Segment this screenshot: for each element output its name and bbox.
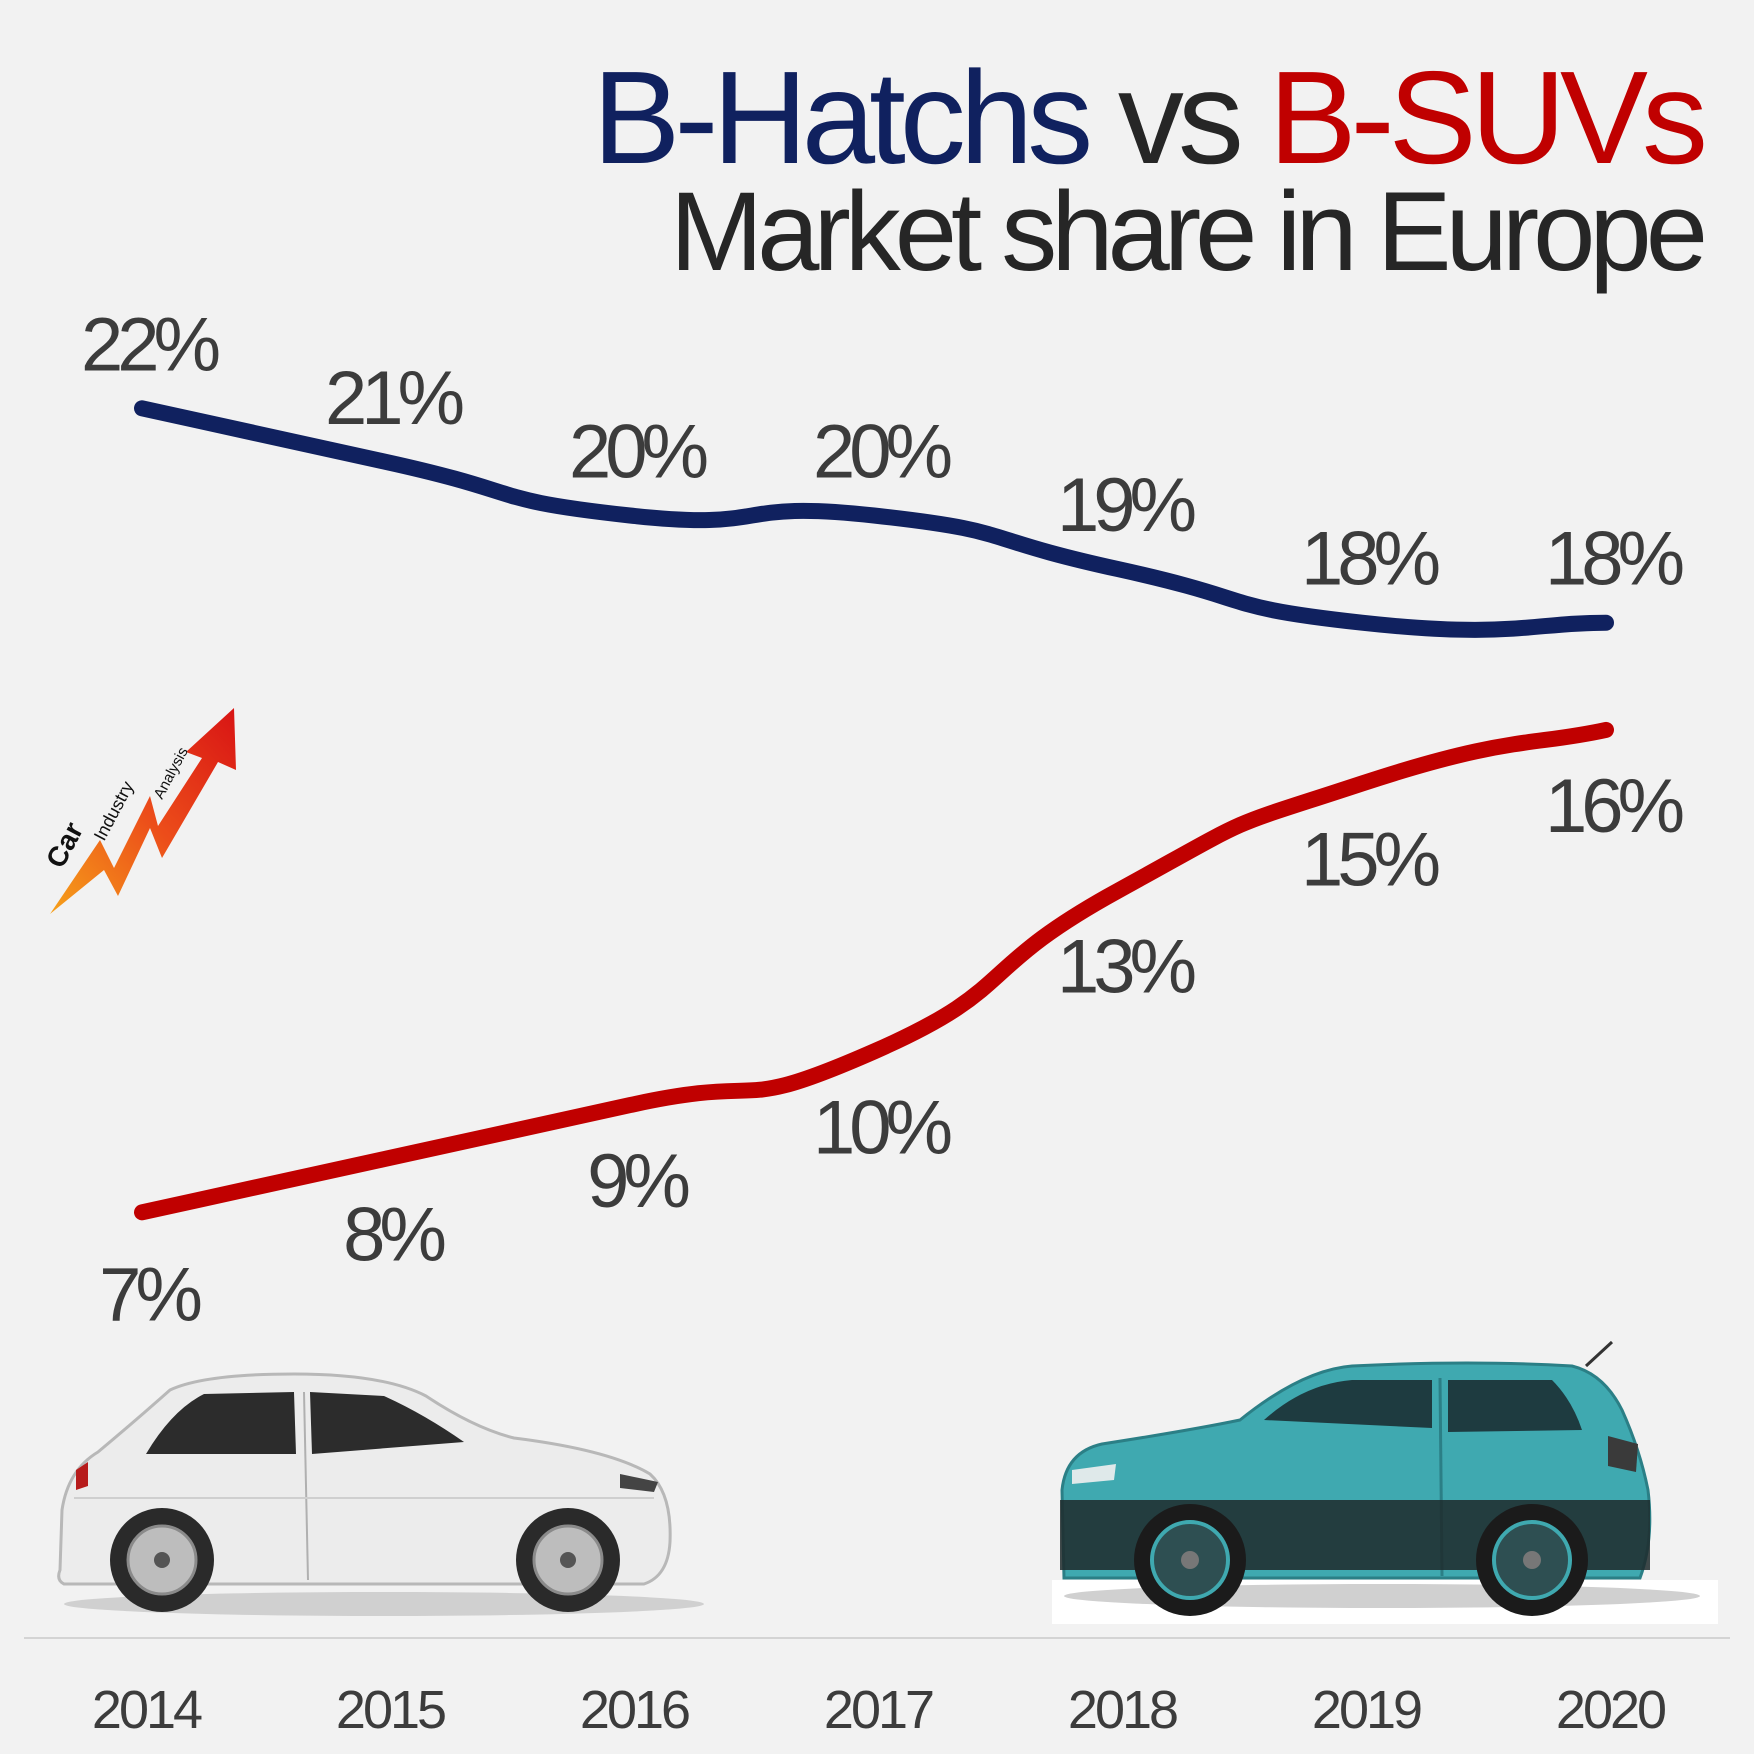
data-label-b-suvs-2017: 10% bbox=[813, 1086, 951, 1171]
data-label-b-hatchs-2019: 18% bbox=[1301, 517, 1439, 602]
data-label-b-suvs-2020: 16% bbox=[1545, 764, 1683, 849]
data-label-b-suvs-2019: 15% bbox=[1301, 818, 1439, 903]
data-label-b-hatchs-2014: 22% bbox=[81, 302, 219, 387]
white-hatchback-car-image bbox=[57, 1372, 704, 1616]
data-label-b-hatchs-2015: 21% bbox=[325, 356, 463, 441]
data-label-b-hatchs-2018: 19% bbox=[1057, 463, 1195, 548]
data-label-b-suvs-2016: 9% bbox=[587, 1139, 688, 1224]
data-label-b-hatchs-2017: 20% bbox=[813, 410, 951, 495]
car-industry-analysis-logo: Car Industry Analysis bbox=[44, 708, 236, 914]
teal-suv-car-image bbox=[1052, 1340, 1718, 1624]
x-tick-label-2016: 2016 bbox=[580, 1680, 689, 1740]
x-tick-label-2018: 2018 bbox=[1068, 1680, 1177, 1740]
series-line-b-suvs bbox=[134, 721, 1614, 1221]
x-tick-label-2014: 2014 bbox=[92, 1680, 202, 1740]
title-series-suv: B-SUVs bbox=[1268, 44, 1708, 191]
logo-word-industry: Industry bbox=[90, 778, 138, 844]
zigzag-arrow-icon bbox=[50, 708, 236, 914]
title-series-hatch: B-Hatchs bbox=[592, 44, 1093, 191]
x-tick-label-2015: 2015 bbox=[336, 1680, 445, 1740]
title-vs: vs bbox=[1087, 44, 1269, 191]
chart-title: B-Hatchs vs B-SUVs Market share in Europ… bbox=[592, 52, 1708, 294]
x-tick-label-2019: 2019 bbox=[1312, 1680, 1421, 1740]
series-line-b-hatchs bbox=[134, 400, 1614, 638]
data-label-b-hatchs-2020: 18% bbox=[1545, 517, 1683, 602]
data-label-b-suvs-2015: 8% bbox=[343, 1193, 444, 1278]
chart-subtitle: Market share in Europe bbox=[669, 169, 1708, 294]
data-label-b-hatchs-2016: 20% bbox=[569, 410, 707, 495]
data-label-b-suvs-2018: 13% bbox=[1057, 925, 1195, 1010]
x-tick-label-2017: 2017 bbox=[824, 1680, 933, 1740]
logo-word-car: Car bbox=[44, 817, 89, 873]
x-tick-label-2020: 2020 bbox=[1556, 1680, 1665, 1740]
data-label-b-suvs-2014: 7% bbox=[99, 1252, 200, 1337]
